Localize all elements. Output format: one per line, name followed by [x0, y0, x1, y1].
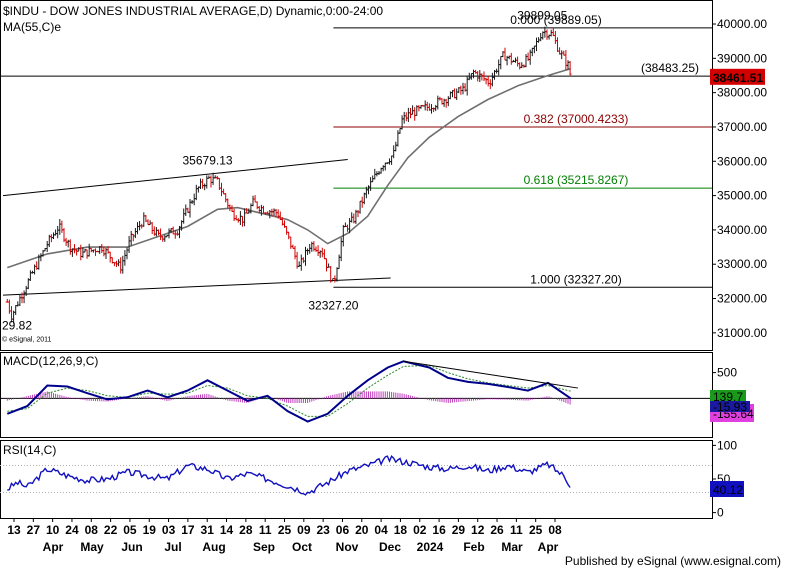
macd-histogram: [6, 391, 571, 405]
time-tick-label: 04: [374, 523, 388, 537]
price-annotation: © eSignal, 2011: [2, 335, 52, 343]
time-month-label: Jun: [121, 540, 142, 554]
fib-level-label: 0.000 (39889.05): [510, 13, 601, 27]
macd-legend: MACD(12,26,9,C): [3, 354, 98, 368]
time-tick-label: 25: [278, 523, 292, 537]
price-axis: 40000.00 39000.00 38000.00 37000.00 36000.00…: [712, 17, 767, 340]
last-price-tag: [710, 68, 765, 85]
macd-signal-line: [7, 364, 571, 417]
time-month-label: Apr: [538, 540, 559, 554]
macd-value: 139.7: [713, 390, 743, 404]
fib-level-label: 0.618 (35215.8267): [524, 173, 629, 187]
time-tick-label: 14: [220, 523, 234, 537]
time-tick-label: 10: [46, 523, 60, 537]
time-tick-label: 17: [181, 523, 195, 537]
price-tick-label: 39000.00: [717, 51, 767, 65]
time-tick-label: 18: [394, 523, 408, 537]
time-tick-label: 24: [65, 523, 79, 537]
last-price-value: 38461.51: [713, 71, 763, 85]
time-axis: 13 27 10 24 08 22 05 19 03 17 31 14 28 11 25 09 23 06 20 04…: [7, 518, 562, 554]
time-tick-label: 29: [452, 523, 466, 537]
time-tick-label: 20: [355, 523, 369, 537]
time-tick-label: 28: [239, 523, 253, 537]
time-tick-label: 06: [336, 523, 350, 537]
price-tick-label: 37000.00: [717, 120, 767, 134]
time-month-label: 2024: [417, 540, 444, 554]
macd-signal-tag: [710, 401, 750, 412]
publisher-credit: Published by eSignal (www.esignal.com): [565, 554, 781, 568]
time-tick-label: 16: [432, 523, 446, 537]
rsi-tick-label: 100: [717, 438, 737, 452]
moving-average-line: [7, 67, 572, 269]
time-tick-label: 02: [413, 523, 427, 537]
moving-average-legend: MA(55,C)e: [3, 20, 61, 34]
time-tick-label: 08: [548, 523, 562, 537]
time-month-label: Mar: [501, 540, 523, 554]
time-month-label: Nov: [336, 540, 359, 554]
time-tick-label: 27: [27, 523, 41, 537]
time-tick-label: 19: [143, 523, 157, 537]
time-month-label: May: [80, 540, 104, 554]
time-tick-label: 26: [490, 523, 504, 537]
time-tick-label: 08: [85, 523, 99, 537]
price-tick-label: 32000.00: [717, 292, 767, 306]
main-panel-frame: [0, 0, 713, 351]
price-tick-label: 38000.00: [717, 86, 767, 100]
rsi-legend: RSI(14,C): [3, 443, 56, 457]
time-month-label: Feb: [463, 540, 484, 554]
price-annotation: 32327.20: [308, 298, 358, 312]
price-annotation: 39899.05: [517, 8, 567, 22]
rsi-value-tag: [710, 481, 744, 497]
price-tick-label: 34000.00: [717, 223, 767, 237]
time-tick-label: 09: [297, 523, 311, 537]
macd-panel-frame: [0, 352, 713, 438]
rsi-tick-label: 0: [717, 506, 724, 520]
time-tick-label: 23: [316, 523, 330, 537]
price-tick-label: 40000.00: [717, 17, 767, 31]
macd-line: [6, 360, 572, 423]
time-month-label: Oct: [292, 540, 312, 554]
price-bars: [5, 26, 572, 324]
price-tick-label: 33000.00: [717, 257, 767, 271]
fib-level-label: 0.382 (37000.4233): [524, 112, 629, 126]
time-tick-label: 12: [471, 523, 485, 537]
price-tick-label: 36000.00: [717, 154, 767, 168]
price-annotation: 29.82: [2, 318, 32, 332]
trendline-2: [2, 277, 391, 296]
time-month-label: Sep: [253, 540, 275, 554]
time-month-label: Apr: [43, 540, 64, 554]
time-tick-label: 11: [510, 523, 523, 537]
price-annotation: 35679.13: [183, 153, 233, 167]
rsi-panel-frame: [0, 440, 713, 519]
time-month-label: Dec: [379, 540, 401, 554]
time-tick-label: 03: [162, 523, 176, 537]
chart-title: $INDU - DOW JONES INDUSTRIAL AVERAGE,D) …: [3, 4, 383, 18]
macd-tick-label: 500: [717, 366, 737, 380]
time-tick-label: 22: [104, 523, 118, 537]
horizontal-level-label: (38483.25): [641, 61, 699, 75]
time-month-label: Jul: [164, 540, 181, 554]
macd-trendline: [403, 360, 579, 389]
time-tick-label: 31: [201, 523, 215, 537]
time-tick-label: 25: [529, 523, 543, 537]
time-month-label: Aug: [202, 540, 225, 554]
price-tick-label: 35000.00: [717, 189, 767, 203]
time-tick-label: 11: [259, 523, 272, 537]
macd-value-tag: [710, 390, 746, 404]
fib-level-label: 1.000 (32327.20): [530, 272, 621, 286]
time-tick-label: 05: [123, 523, 137, 537]
macd-signal-value: -15.93: [713, 400, 747, 414]
price-tick-label: 31000.00: [717, 326, 767, 340]
trendline-1: [2, 159, 348, 197]
rsi-value: 40.12: [713, 483, 743, 497]
time-tick-label: 13: [7, 523, 21, 537]
rsi-line: [7, 454, 571, 496]
